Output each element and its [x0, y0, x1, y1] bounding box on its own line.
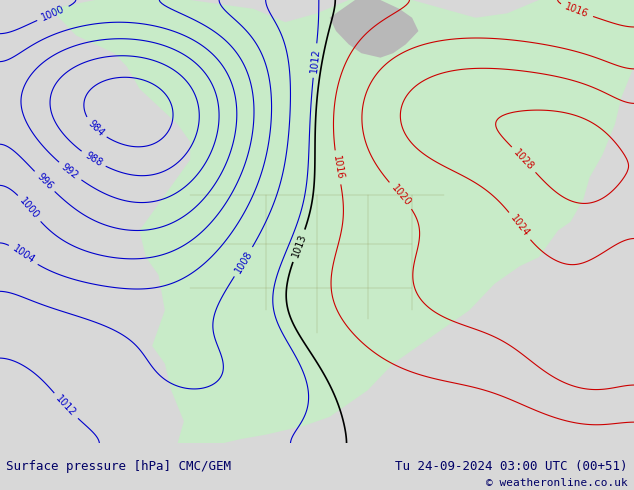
Text: 1008: 1008 [233, 249, 254, 275]
Text: 1028: 1028 [512, 147, 536, 172]
Polygon shape [51, 0, 634, 443]
Text: 1012: 1012 [54, 393, 78, 418]
Text: 996: 996 [34, 172, 55, 192]
Text: Surface pressure [hPa] CMC/GEM: Surface pressure [hPa] CMC/GEM [6, 460, 231, 473]
Text: 984: 984 [86, 118, 105, 138]
Text: 992: 992 [60, 162, 81, 181]
Text: 1012: 1012 [309, 48, 321, 74]
Text: 1000: 1000 [40, 4, 66, 23]
Text: 988: 988 [83, 150, 104, 169]
Text: 1024: 1024 [508, 213, 531, 239]
Polygon shape [330, 0, 418, 58]
Text: Tu 24-09-2024 03:00 UTC (00+51): Tu 24-09-2024 03:00 UTC (00+51) [395, 460, 628, 473]
Text: 1000: 1000 [18, 196, 41, 221]
Text: 1016: 1016 [564, 2, 590, 20]
Text: © weatheronline.co.uk: © weatheronline.co.uk [486, 478, 628, 488]
Text: 1004: 1004 [10, 244, 36, 266]
Text: 1013: 1013 [290, 233, 308, 259]
Text: 1016: 1016 [331, 154, 345, 180]
Text: 1020: 1020 [389, 183, 413, 208]
